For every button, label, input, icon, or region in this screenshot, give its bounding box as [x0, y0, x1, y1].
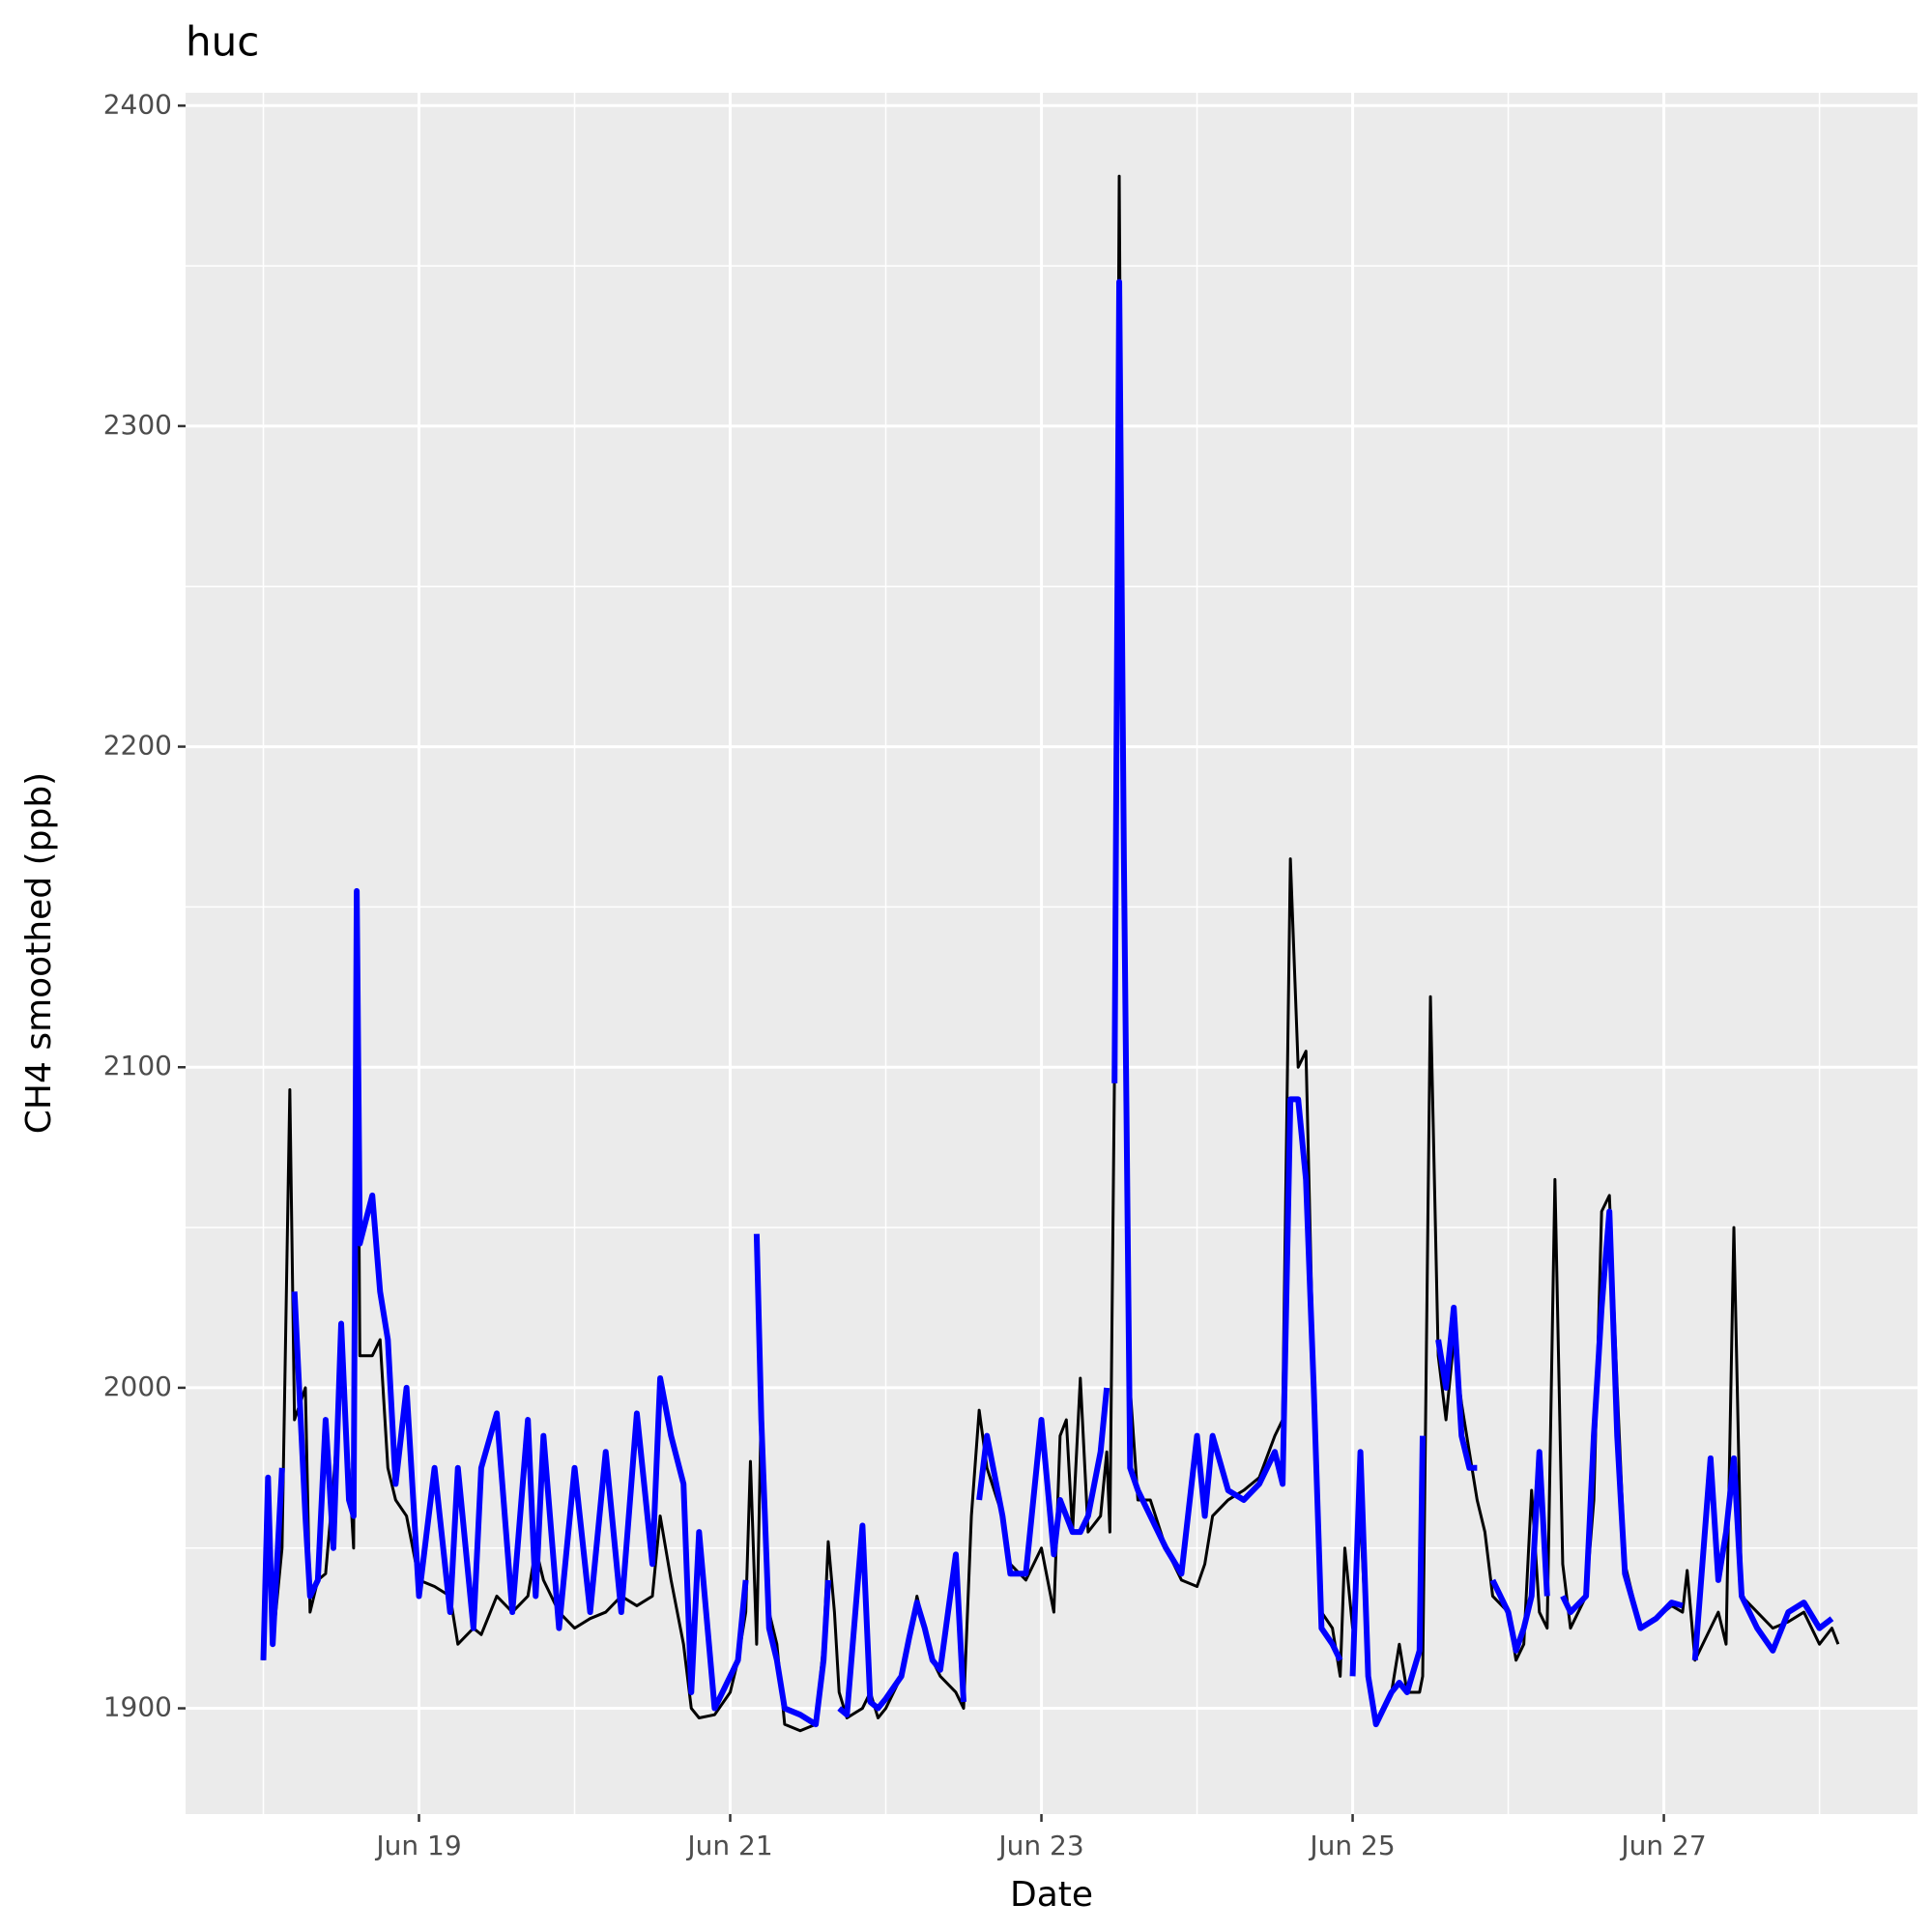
- x-tick-label: Jun 27: [1619, 1830, 1706, 1861]
- data-line: [262, 174, 1840, 1733]
- y-tick-label: 2000: [103, 1370, 172, 1402]
- y-tick-label: 1900: [103, 1691, 172, 1723]
- x-axis-title: Date: [1010, 1875, 1093, 1915]
- y-tick-label: 2300: [103, 409, 172, 441]
- y-tick-label: 2100: [103, 1050, 172, 1081]
- axes: 1900 2000 2100 2200 2300 2400 Jun 19 Jun 21 Jun …: [103, 88, 1707, 1861]
- chart-title: huc: [186, 18, 259, 66]
- data-line: [260, 278, 1834, 1728]
- y-tick-label: 2400: [103, 88, 172, 120]
- plot-lines: [260, 174, 1840, 1733]
- grid: [186, 93, 1918, 1814]
- x-tick-label: Jun 21: [685, 1830, 772, 1861]
- x-tick-label: Jun 23: [996, 1830, 1083, 1861]
- y-tick-label: 2200: [103, 730, 172, 762]
- y-axis-title: CH4 smoothed (ppb): [19, 772, 59, 1134]
- x-tick-label: Jun 19: [374, 1830, 461, 1861]
- x-tick-label: Jun 25: [1308, 1830, 1395, 1861]
